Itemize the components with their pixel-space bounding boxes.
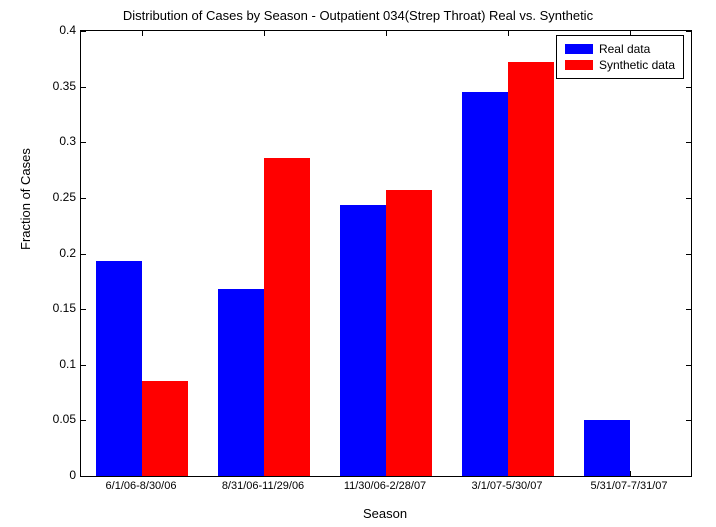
y-tick-label: 0.2 bbox=[26, 246, 76, 260]
y-tick-label: 0.4 bbox=[26, 23, 76, 37]
chart-container: Distribution of Cases by Season - Outpat… bbox=[0, 0, 716, 527]
x-tick-label: 3/1/07-5/30/07 bbox=[472, 480, 543, 492]
y-tick bbox=[81, 420, 86, 421]
y-tick bbox=[686, 254, 691, 255]
x-tick bbox=[508, 31, 509, 36]
x-tick bbox=[630, 471, 631, 476]
y-tick bbox=[81, 31, 86, 32]
y-tick bbox=[81, 142, 86, 143]
y-tick-label: 0.15 bbox=[26, 301, 76, 315]
y-tick-label: 0.05 bbox=[26, 412, 76, 426]
x-tick-label: 5/31/07-7/31/07 bbox=[590, 480, 667, 492]
y-tick-label: 0 bbox=[26, 468, 76, 482]
legend-item: Synthetic data bbox=[565, 58, 675, 72]
y-tick bbox=[686, 198, 691, 199]
x-tick-label: 8/31/06-11/29/06 bbox=[222, 480, 304, 492]
y-tick bbox=[686, 420, 691, 421]
x-tick bbox=[264, 31, 265, 36]
x-axis-label: Season bbox=[80, 506, 690, 521]
y-tick bbox=[81, 309, 86, 310]
bar-real-data bbox=[462, 92, 508, 476]
y-tick bbox=[81, 198, 86, 199]
y-tick bbox=[81, 365, 86, 366]
x-tick bbox=[386, 31, 387, 36]
x-tick-label: 11/30/06-2/28/07 bbox=[344, 480, 426, 492]
y-tick-label: 0.1 bbox=[26, 357, 76, 371]
legend-label: Synthetic data bbox=[599, 58, 675, 72]
y-tick bbox=[81, 87, 86, 88]
legend: Real data Synthetic data bbox=[556, 35, 684, 79]
legend-swatch bbox=[565, 60, 593, 70]
y-tick bbox=[81, 254, 86, 255]
y-tick bbox=[686, 31, 691, 32]
y-tick-label: 0.35 bbox=[26, 79, 76, 93]
bar-real-data bbox=[584, 420, 630, 476]
y-tick-label: 0.3 bbox=[26, 134, 76, 148]
bar-real-data bbox=[96, 261, 142, 476]
y-tick bbox=[81, 476, 86, 477]
bar-synthetic-data bbox=[142, 381, 188, 476]
y-tick bbox=[686, 365, 691, 366]
bar-real-data bbox=[218, 289, 264, 476]
bar-synthetic-data bbox=[264, 158, 310, 476]
bar-real-data bbox=[340, 205, 386, 476]
bar-synthetic-data bbox=[386, 190, 432, 476]
y-tick bbox=[686, 142, 691, 143]
y-tick-label: 0.25 bbox=[26, 190, 76, 204]
x-tick bbox=[142, 31, 143, 36]
y-tick bbox=[686, 87, 691, 88]
x-tick-label: 6/1/06-8/30/06 bbox=[106, 480, 177, 492]
plot-area bbox=[80, 30, 692, 477]
y-tick bbox=[686, 309, 691, 310]
legend-swatch bbox=[565, 44, 593, 54]
y-tick bbox=[686, 476, 691, 477]
legend-label: Real data bbox=[599, 42, 650, 56]
legend-item: Real data bbox=[565, 42, 675, 56]
chart-title: Distribution of Cases by Season - Outpat… bbox=[0, 8, 716, 23]
bar-synthetic-data bbox=[508, 62, 554, 476]
